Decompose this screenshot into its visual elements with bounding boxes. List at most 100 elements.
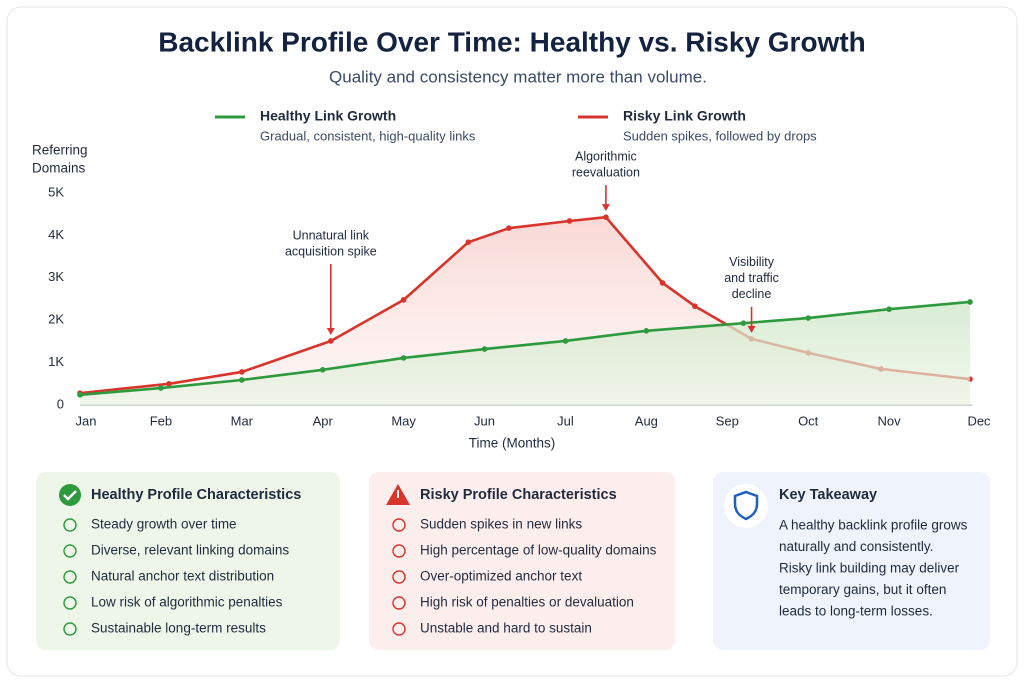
title: Backlink Profile Over Time: Healthy vs. … bbox=[158, 26, 866, 57]
warning-icon bbox=[397, 490, 399, 498]
data-point bbox=[967, 299, 973, 305]
legend-description: Sudden spikes, followed by drops bbox=[623, 128, 817, 143]
data-point bbox=[400, 297, 407, 303]
x-tick-label: Jan bbox=[76, 413, 97, 428]
y-tick-label: 2K bbox=[48, 312, 64, 327]
data-point bbox=[77, 392, 83, 398]
series-line bbox=[79, 300, 971, 397]
item-icon bbox=[63, 622, 77, 636]
data-point bbox=[239, 377, 245, 383]
takeaway-text: naturally and consistently. bbox=[779, 539, 933, 554]
legend-label: Risky Link Growth bbox=[623, 108, 746, 124]
data-point bbox=[400, 355, 407, 361]
x-tick-label: Nov bbox=[878, 413, 902, 428]
annotation: acquisition spike bbox=[285, 244, 377, 258]
panel-title: Key Takeaway bbox=[779, 487, 877, 503]
item-icon bbox=[392, 544, 406, 558]
y-axis-label: Referring bbox=[32, 143, 88, 158]
x-tick-label: Oct bbox=[798, 413, 819, 428]
y-tick-label: 4K bbox=[48, 227, 64, 242]
x-tick-label: Mar bbox=[231, 413, 254, 428]
item-icon bbox=[63, 596, 77, 610]
legend-label: Healthy Link Growth bbox=[260, 108, 396, 124]
item-icon bbox=[63, 544, 77, 558]
data-point bbox=[805, 315, 811, 321]
x-tick-label: Feb bbox=[150, 413, 172, 428]
data-point bbox=[481, 346, 488, 352]
panel-title: Risky Profile Characteristics bbox=[420, 487, 617, 503]
legend-description: Gradual, consistent, high-quality links bbox=[260, 128, 476, 143]
x-tick-label: May bbox=[391, 413, 416, 428]
check-icon bbox=[59, 484, 81, 506]
annotation-arrowhead bbox=[601, 204, 610, 212]
panel-item: Over-optimized anchor text bbox=[420, 569, 582, 584]
panel-bg bbox=[369, 472, 675, 650]
data-point bbox=[562, 338, 569, 344]
y-tick-label: 5K bbox=[48, 184, 64, 199]
item-icon bbox=[392, 622, 406, 636]
x-axis-label: Time (Months) bbox=[469, 436, 556, 451]
y-tick-label: 1K bbox=[48, 354, 64, 369]
series-area bbox=[80, 301, 970, 405]
panel-item: Sustainable long-term results bbox=[91, 621, 266, 636]
panel-item: Natural anchor text distribution bbox=[91, 569, 274, 584]
data-point bbox=[328, 338, 334, 344]
x-tick-label: Sep bbox=[716, 413, 739, 428]
data-point bbox=[659, 280, 666, 286]
y-tick-label: 0 bbox=[57, 396, 64, 411]
x-tick-label: Aug bbox=[635, 413, 658, 428]
subtitle: Quality and consistency matter more than… bbox=[329, 67, 707, 86]
panel-item: Low risk of algorithmic penalties bbox=[91, 595, 283, 610]
data-point bbox=[566, 218, 573, 224]
x-tick-label: Dec bbox=[967, 413, 991, 428]
annotation: decline bbox=[732, 287, 772, 301]
takeaway-text: leads to long-term losses. bbox=[779, 604, 933, 619]
item-icon bbox=[392, 596, 406, 610]
annotation: and traffic bbox=[724, 271, 779, 285]
panel-item: High percentage of low-quality domains bbox=[420, 543, 657, 558]
data-point bbox=[643, 328, 650, 334]
annotation: reevaluation bbox=[572, 165, 640, 179]
item-icon bbox=[392, 570, 406, 584]
annotation: Unnatural link bbox=[293, 228, 370, 242]
shield-icon bbox=[733, 490, 759, 521]
panels: Healthy Profile Characteristics Steady gr… bbox=[63, 487, 968, 636]
panel-item: Sudden spikes in new links bbox=[420, 517, 582, 532]
item-icon bbox=[392, 518, 406, 532]
data-point bbox=[239, 369, 245, 375]
shield-bg bbox=[724, 484, 768, 528]
data-point bbox=[465, 239, 472, 245]
takeaway-text: Risky link building may deliver bbox=[779, 561, 960, 576]
panel-item: High risk of penalties or devaluation bbox=[420, 595, 634, 610]
panel-title: Healthy Profile Characteristics bbox=[91, 487, 301, 503]
x-tick-label: Jul bbox=[557, 413, 574, 428]
takeaway-text: temporary gains, but it often bbox=[779, 582, 946, 597]
panel-item: Diverse, relevant linking domains bbox=[91, 543, 289, 558]
y-axis-label: Domains bbox=[32, 161, 86, 176]
takeaway-text: A healthy backlink profile grows bbox=[779, 518, 968, 533]
x-tick-label: Apr bbox=[313, 413, 334, 428]
x-tick-label: Jun bbox=[474, 413, 495, 428]
annotation-arrowhead bbox=[747, 325, 756, 333]
item-icon bbox=[63, 570, 77, 584]
data-point bbox=[506, 225, 512, 231]
data-point bbox=[603, 214, 609, 220]
panel-item: Unstable and hard to sustain bbox=[420, 621, 592, 636]
item-icon bbox=[63, 518, 77, 532]
data-point bbox=[740, 320, 747, 326]
y-tick-label: 3K bbox=[48, 269, 64, 284]
chart: 0 1K 2K 3K 4K 5K Jan Feb Mar Apr May Jun Jul Aug Sep Oc… bbox=[32, 108, 991, 451]
check-icon bbox=[63, 490, 77, 501]
annotation-arrowhead bbox=[326, 327, 335, 335]
data-point bbox=[158, 385, 164, 391]
data-point bbox=[319, 367, 326, 373]
panel-bg bbox=[36, 472, 340, 650]
data-point bbox=[886, 306, 892, 312]
panel-item: Steady growth over time bbox=[91, 517, 237, 532]
data-point bbox=[692, 303, 698, 310]
annotation: Algorithmic bbox=[575, 149, 637, 163]
panel-bg bbox=[713, 472, 990, 650]
annotation: Visibility bbox=[729, 255, 775, 269]
data-point bbox=[166, 381, 172, 387]
